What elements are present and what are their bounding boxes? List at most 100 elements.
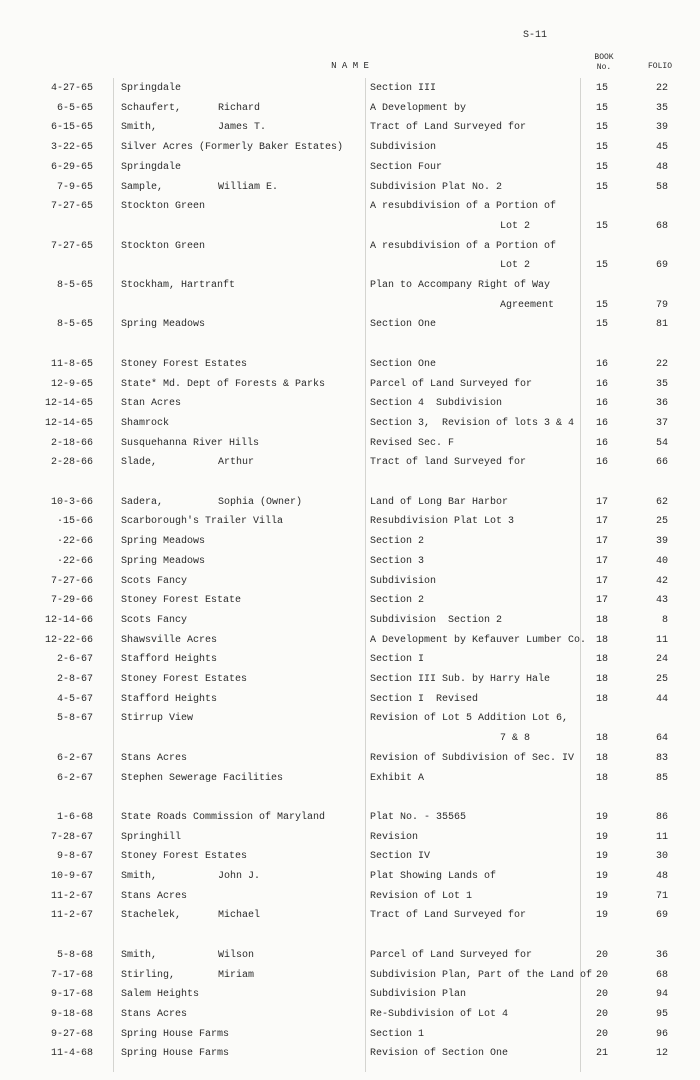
folio-number: 37 <box>655 417 668 429</box>
entry-description: Revision of Lot 5 Addition Lot 6, <box>370 713 569 725</box>
entry-name: Sadera, <box>121 496 164 508</box>
entry-description: Revision of Section One <box>370 1048 509 1060</box>
book-number: 17 <box>595 575 608 587</box>
entry-date: 2-18-66 <box>50 437 93 449</box>
book-number: 15 <box>595 260 608 272</box>
entry-date: 6-5-65 <box>56 102 93 114</box>
entry-date: 4-5-67 <box>56 693 93 705</box>
entry-name: Stockton Green <box>121 201 206 213</box>
entry-name: Stoney Forest Estates <box>121 674 248 685</box>
entry-name: Scarborough's Trailer Villa <box>121 516 284 528</box>
book-number: 17 <box>595 536 608 548</box>
folio-number: 24 <box>655 654 668 666</box>
folio-number: 68 <box>655 969 668 981</box>
folio-number: 36 <box>655 949 668 961</box>
folio-number: 44 <box>655 693 668 705</box>
book-number: 16 <box>595 437 608 449</box>
name-header: N A M E <box>331 61 369 71</box>
folio-number: 45 <box>655 142 668 154</box>
entry-name: Stans Acres <box>121 1008 188 1020</box>
entry-name: Smith, <box>121 871 158 882</box>
entry-description: Revision of Lot 1 <box>370 890 473 902</box>
entry-given-name: Miriam <box>218 969 255 981</box>
entry-description: Revision of Subdivision of Sec. IV <box>370 752 575 764</box>
entry-description: Land of Long Bar Harbor <box>370 496 509 508</box>
entry-description: Subdivision <box>370 575 437 587</box>
entry-date: 2-28-66 <box>50 457 93 469</box>
folio-number: 25 <box>655 516 668 528</box>
folio-number: 30 <box>655 851 668 863</box>
entry-date: 6-2-67 <box>56 752 93 764</box>
entry-date: 12-9-65 <box>50 378 93 390</box>
entry-date: 6-15-65 <box>50 122 93 134</box>
entry-name: State Roads Commission of Maryland <box>121 811 326 823</box>
entry-description: Plat Showing Lands of <box>370 871 497 882</box>
entry-given-name: Arthur <box>218 457 255 469</box>
entry-date: 2-8-67 <box>56 674 93 685</box>
book-number: 20 <box>595 989 608 1001</box>
entry-description: Section One <box>370 319 437 331</box>
book-number: 21 <box>595 1048 608 1060</box>
entry-description: Revised Sec. F <box>370 437 455 449</box>
entry-date: 5-8-68 <box>56 949 93 961</box>
entry-description: Re-Subdivision of Lot 4 <box>370 1008 509 1020</box>
column-rule <box>580 78 581 1072</box>
entry-description: Lot 2 <box>500 260 531 272</box>
book-number: 20 <box>595 949 608 961</box>
book-number: 15 <box>595 142 608 154</box>
book-header: No. <box>596 63 612 72</box>
book-number: 17 <box>595 516 608 528</box>
folio-number: 69 <box>655 910 668 922</box>
book-number: 16 <box>595 398 608 410</box>
entry-date: 7-28-67 <box>50 831 93 843</box>
entry-name: Stoney Forest Estate <box>121 595 242 607</box>
entry-description: Resubdivision Plat Lot 3 <box>370 516 515 528</box>
entry-name: Stirling, <box>121 969 176 981</box>
folio-number: 35 <box>655 378 668 390</box>
entry-name: Spring Meadows <box>121 555 206 567</box>
entry-date: 7-17-68 <box>50 969 93 981</box>
entry-date: 9-17-68 <box>50 989 93 1001</box>
entry-description: Parcel of Land Surveyed for <box>370 949 533 961</box>
folio-header: FOLIO <box>647 62 672 71</box>
entry-given-name: Wilson <box>218 949 255 961</box>
entry-name: Stan Acres <box>121 398 182 410</box>
folio-number: 96 <box>655 1028 668 1040</box>
entry-name: Stans Acres <box>121 890 188 902</box>
entry-given-name: William E. <box>218 181 279 193</box>
entry-name: Salem Heights <box>121 989 200 1001</box>
entry-description: Plan to Accompany Right of Way <box>370 280 551 291</box>
entry-description: Exhibit A <box>370 772 425 784</box>
entry-description: Plat No. - 35565 <box>370 811 467 823</box>
column-rule <box>113 78 114 1072</box>
book-number: 18 <box>595 654 608 666</box>
folio-number: 43 <box>655 595 668 607</box>
folio-number: 66 <box>655 457 668 469</box>
folio-number: 86 <box>655 811 668 823</box>
entry-description: Section Four <box>370 161 443 173</box>
entry-name: Susquehanna River Hills <box>121 437 260 449</box>
folio-number: 12 <box>655 1048 668 1060</box>
entry-description: Tract of Land Surveyed for <box>370 122 527 134</box>
entry-description: Subdivision Plan, Part of the Land of <box>370 969 593 981</box>
entry-date: 11-4-68 <box>50 1048 93 1060</box>
entry-date: 6-2-67 <box>56 772 93 784</box>
book-number: 15 <box>595 181 608 193</box>
entry-description: Subdivision Section 2 <box>370 614 503 626</box>
entry-name: Stockham, Hartranft <box>121 280 236 291</box>
folio-number: 81 <box>655 319 668 331</box>
book-number: 18 <box>595 693 608 705</box>
entry-name: Stans Acres <box>121 752 188 764</box>
folio-number: 48 <box>655 161 668 173</box>
entry-description: Section IV <box>370 851 431 863</box>
entry-date: 9-18-68 <box>50 1008 93 1020</box>
entry-date: 12-14-66 <box>44 614 93 626</box>
entry-name: Spring House Farms <box>121 1028 230 1040</box>
entry-date: 9-8-67 <box>56 851 93 863</box>
book-number: 19 <box>595 831 608 843</box>
entry-date: 11-2-67 <box>50 910 93 922</box>
entry-date: 3-22-65 <box>50 142 93 154</box>
folio-number: 58 <box>655 181 668 193</box>
entry-date: 12-14-65 <box>44 398 93 410</box>
entry-name: Shamrock <box>121 417 170 429</box>
